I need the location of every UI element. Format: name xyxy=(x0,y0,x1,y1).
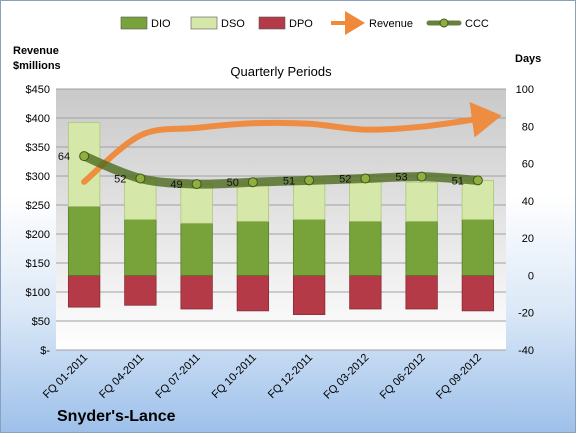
ccc-data-label: 51 xyxy=(452,175,464,187)
left-axis-title-line2: $millions xyxy=(13,60,61,72)
dpo-bar xyxy=(67,275,101,308)
legend-label: DPO xyxy=(289,18,313,30)
plot-area xyxy=(56,89,506,350)
left-tick-label: $350 xyxy=(26,142,50,154)
legend-label: DSO xyxy=(221,18,245,30)
company-name: Snyder's-Lance xyxy=(57,408,176,425)
dso-bar xyxy=(405,181,438,222)
left-axis-title-line1: Revenue xyxy=(13,45,59,57)
ccc-data-label: 49 xyxy=(170,179,182,191)
right-tick-label: 20 xyxy=(522,233,534,245)
x-tick-label: FQ 03-2012 xyxy=(322,352,372,402)
right-tick-label: 80 xyxy=(522,121,534,133)
dso-bar xyxy=(349,179,382,222)
ccc-data-label: 51 xyxy=(283,175,295,187)
left-tick-label: $100 xyxy=(26,287,50,299)
ccc-point xyxy=(304,175,315,186)
dso-bar xyxy=(124,178,157,220)
right-axis-title: Days xyxy=(515,53,541,65)
x-axis-ticks: FQ 01-2011 FQ 04-2011 FQ 07-2011 FQ 10-2011… xyxy=(41,352,484,402)
legend-swatch xyxy=(258,16,286,30)
dio-bar xyxy=(180,222,213,276)
legend: DIO DSO DPO Revenue CCC xyxy=(120,11,489,35)
left-tick-label: $450 xyxy=(26,84,50,96)
legend-label: Revenue xyxy=(369,18,413,30)
legend-label: DIO xyxy=(151,18,171,30)
x-tick-label: FQ 06-2012 xyxy=(378,352,428,402)
legend-swatch xyxy=(190,16,218,30)
legend-label: CCC xyxy=(465,18,489,30)
ccc-point xyxy=(416,171,427,182)
dio-bar xyxy=(292,219,326,276)
x-tick-label: FQ 07-2011 xyxy=(153,352,202,401)
dpo-bar xyxy=(349,275,382,310)
legend-swatch xyxy=(120,16,148,30)
revenue-line xyxy=(81,101,502,185)
ccc-data-label: 53 xyxy=(395,172,407,184)
right-axis-ticks: -40 -20 0 20 40 60 80 100 xyxy=(516,84,534,357)
chart-subtitle: Quarterly Periods xyxy=(230,64,332,79)
dpo-bar xyxy=(405,275,438,310)
dio-bar xyxy=(461,219,495,276)
ccc-data-label: 50 xyxy=(227,177,239,189)
left-axis-ticks: $- $50 $100 $150 $200 $250 $300 $350 $400 $450 xyxy=(26,84,51,357)
left-tick-label: $250 xyxy=(26,200,50,212)
dso-bar xyxy=(461,179,495,220)
right-tick-label: 0 xyxy=(528,270,534,282)
dso-bar xyxy=(292,179,326,220)
dso-bar xyxy=(236,183,270,222)
dio-bar xyxy=(405,220,438,276)
ccc-data-label: 52 xyxy=(339,173,351,185)
ccc-point xyxy=(135,173,146,184)
bars-group xyxy=(67,122,495,315)
left-tick-label: $400 xyxy=(26,113,50,125)
dpo-bar xyxy=(292,275,326,315)
right-tick-label: 60 xyxy=(522,159,534,171)
right-tick-label: 100 xyxy=(516,84,534,96)
right-tick-label: -40 xyxy=(518,345,534,357)
right-tick-label: 40 xyxy=(522,196,534,208)
lines-group: 64 52 49 50 51 52 53 51 xyxy=(58,101,502,191)
ccc-data-label: 64 xyxy=(58,151,70,163)
right-tick-label: -20 xyxy=(518,308,534,320)
ccc-point xyxy=(79,151,90,162)
dio-bar xyxy=(349,220,382,276)
legend-marker xyxy=(439,18,449,28)
dio-bar xyxy=(67,206,101,276)
x-tick-label: FQ 10-2011 xyxy=(210,352,259,401)
dpo-bar xyxy=(124,275,157,306)
dio-bar xyxy=(124,219,157,276)
ccc-point xyxy=(247,177,258,188)
dpo-bar xyxy=(180,275,213,310)
dio-bar xyxy=(236,220,270,276)
x-tick-label: FQ 04-2011 xyxy=(97,352,146,401)
dso-bar xyxy=(180,183,213,224)
left-tick-label: $200 xyxy=(26,229,50,241)
ccc-point xyxy=(191,179,202,190)
left-tick-label: $- xyxy=(40,345,50,357)
ccc-data-label: 52 xyxy=(114,173,126,185)
x-tick-label: FQ 01-2011 xyxy=(41,352,90,401)
x-tick-label: FQ 12-2011 xyxy=(266,352,315,401)
ccc-point xyxy=(472,175,483,186)
dpo-bar xyxy=(461,275,495,312)
ccc-point xyxy=(360,173,371,184)
dpo-bar xyxy=(236,275,270,312)
left-tick-label: $50 xyxy=(32,316,50,328)
x-tick-label: FQ 09-2012 xyxy=(434,352,484,402)
left-tick-label: $300 xyxy=(26,171,50,183)
left-tick-label: $150 xyxy=(26,258,50,270)
